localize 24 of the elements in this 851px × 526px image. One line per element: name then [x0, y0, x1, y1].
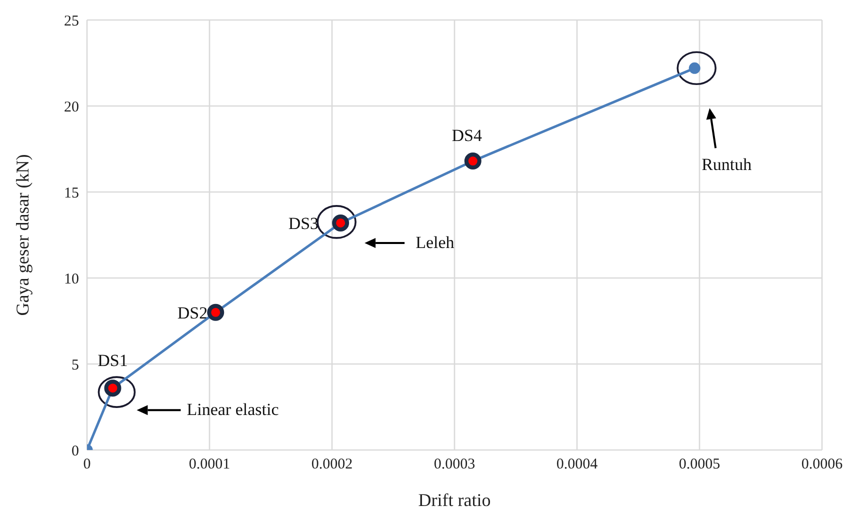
y-tick-label: 5 [72, 357, 79, 374]
annotation: DS4 [452, 126, 482, 146]
annotation: DS2 [177, 303, 208, 322]
y-axis-title: Gaya geser dasar (kN) [12, 154, 32, 316]
x-tick-label: 0.0006 [801, 456, 844, 473]
annotation: Linear elastic [186, 400, 280, 420]
annotation: DS1 [98, 351, 128, 370]
x-axis-title: Drift ratio [418, 490, 491, 510]
point [464, 152, 482, 170]
x-tick-label: 0.0005 [678, 456, 720, 473]
x-tick-label: 0.0001 [188, 456, 230, 473]
x-tick-label: 0.0004 [556, 456, 598, 473]
y-tick-label: 20 [64, 99, 79, 116]
annotation: Leleh [416, 232, 455, 252]
annotation: DS3 [288, 214, 319, 233]
y-tick-label: 25 [64, 13, 79, 30]
x-tick-label: 0.0003 [434, 456, 476, 473]
y-tick-label: 10 [64, 271, 79, 288]
point [207, 304, 224, 321]
y-tick-label: 0 [72, 443, 79, 460]
x-tick-label: 0 [83, 456, 91, 473]
x-tick-label: 0.0002 [311, 456, 353, 473]
annotation: Runtuh [702, 155, 752, 174]
y-tick-label: 15 [64, 185, 79, 202]
